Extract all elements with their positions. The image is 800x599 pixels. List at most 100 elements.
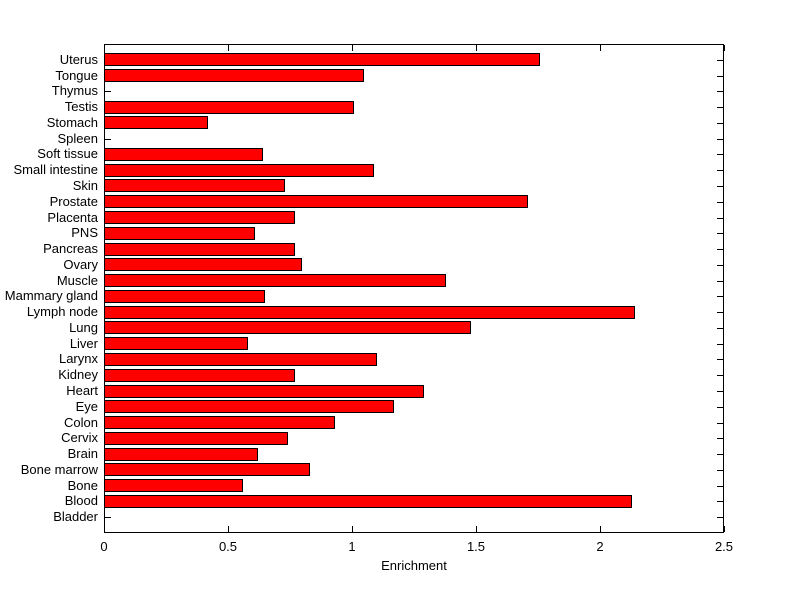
bar [104, 211, 295, 224]
x-axis-tick-bottom [724, 526, 725, 532]
y-tick-label: Prostate [49, 194, 98, 209]
bar [104, 463, 310, 476]
x-axis-tick-top [104, 45, 105, 51]
bar [104, 116, 208, 129]
bar [104, 416, 335, 429]
x-axis-label: Enrichment [381, 558, 447, 573]
bar [104, 53, 540, 66]
x-tick-label: 0 [100, 539, 108, 554]
y-tick-label: Colon [64, 415, 98, 430]
y-tick-label: Bone [67, 478, 98, 493]
y-axis-tick-right [717, 438, 723, 439]
y-axis-tick-right [717, 123, 723, 124]
x-axis-tick-bottom [600, 526, 601, 532]
y-tick-label: Lymph node [26, 304, 98, 319]
y-axis-tick-right [717, 202, 723, 203]
x-axis-tick-top [228, 45, 229, 51]
y-tick-label: PNS [71, 225, 98, 240]
x-tick-label: 2 [596, 539, 604, 554]
bar [104, 448, 258, 461]
y-tick-label: Brain [67, 446, 98, 461]
y-axis-tick-right [717, 423, 723, 424]
bar [104, 321, 471, 334]
y-tick-label: Larynx [58, 351, 98, 366]
y-axis-tick-right [717, 517, 723, 518]
y-tick-label: Soft tissue [37, 146, 98, 161]
y-tick-label: Muscle [56, 273, 98, 288]
bar [104, 274, 446, 287]
bar [104, 400, 394, 413]
y-axis-tick-right [717, 249, 723, 250]
bar [104, 495, 632, 508]
y-axis-tick-right [717, 344, 723, 345]
x-axis-tick-top [600, 45, 601, 51]
bar [104, 227, 255, 240]
y-axis-tick-right [717, 281, 723, 282]
bar [104, 337, 248, 350]
y-axis-tick-right [717, 501, 723, 502]
y-axis-tick-right [717, 139, 723, 140]
bar [104, 148, 263, 161]
y-tick-label: Small intestine [13, 162, 98, 177]
y-tick-label: Liver [69, 336, 98, 351]
y-tick-label: Pancreas [43, 241, 98, 256]
bar [104, 258, 302, 271]
y-axis-tick-right [717, 470, 723, 471]
y-tick-label: Mammary gland [4, 288, 98, 303]
x-tick-label: 1 [348, 539, 356, 554]
y-tick-label: Placenta [47, 210, 98, 225]
y-axis-tick-right [717, 407, 723, 408]
y-axis-tick-right [717, 186, 723, 187]
x-tick-label: 1.5 [466, 539, 486, 554]
y-axis-tick-right [717, 170, 723, 171]
y-axis-tick-right [717, 218, 723, 219]
y-tick-label: Uterus [59, 52, 98, 67]
y-axis-tick-left [105, 139, 111, 140]
y-tick-label: Lung [69, 320, 98, 335]
bar [104, 306, 635, 319]
bar [104, 479, 243, 492]
y-axis-tick-right [717, 486, 723, 487]
bar [104, 432, 288, 445]
y-tick-label: Stomach [46, 115, 98, 130]
y-axis-tick-right [717, 359, 723, 360]
y-tick-label: Skin [72, 178, 98, 193]
y-axis-tick-left [105, 91, 111, 92]
y-tick-label: Cervix [61, 430, 98, 445]
y-tick-label: Heart [66, 383, 98, 398]
y-axis-tick-left [105, 517, 111, 518]
y-axis-tick-right [717, 391, 723, 392]
y-axis-tick-right [717, 233, 723, 234]
bar [104, 179, 285, 192]
y-axis-tick-right [717, 76, 723, 77]
y-tick-label: Tongue [55, 68, 98, 83]
y-tick-label: Bone marrow [20, 462, 98, 477]
bar [104, 164, 374, 177]
x-axis-tick-bottom [476, 526, 477, 532]
y-tick-label: Ovary [63, 257, 98, 272]
y-axis-tick-right [717, 91, 723, 92]
y-tick-label: Blood [64, 493, 98, 508]
bar [104, 385, 424, 398]
x-axis-tick-bottom [104, 526, 105, 532]
x-axis-tick-bottom [352, 526, 353, 532]
bar [104, 290, 265, 303]
x-axis-tick-top [476, 45, 477, 51]
y-axis-tick-right [717, 375, 723, 376]
bar [104, 243, 295, 256]
y-tick-label: Bladder [53, 509, 98, 524]
bar [104, 101, 354, 114]
x-axis-tick-top [724, 45, 725, 51]
x-tick-label: 0.5 [218, 539, 238, 554]
y-axis-tick-right [717, 312, 723, 313]
bar [104, 195, 528, 208]
y-tick-label: Thymus [51, 83, 98, 98]
y-axis-tick-right [717, 60, 723, 61]
y-tick-label: Eye [75, 399, 98, 414]
y-axis-tick-right [717, 328, 723, 329]
y-axis-tick-right [717, 107, 723, 108]
bar [104, 353, 377, 366]
y-tick-label: Spleen [57, 131, 98, 146]
y-axis-tick-right [717, 265, 723, 266]
